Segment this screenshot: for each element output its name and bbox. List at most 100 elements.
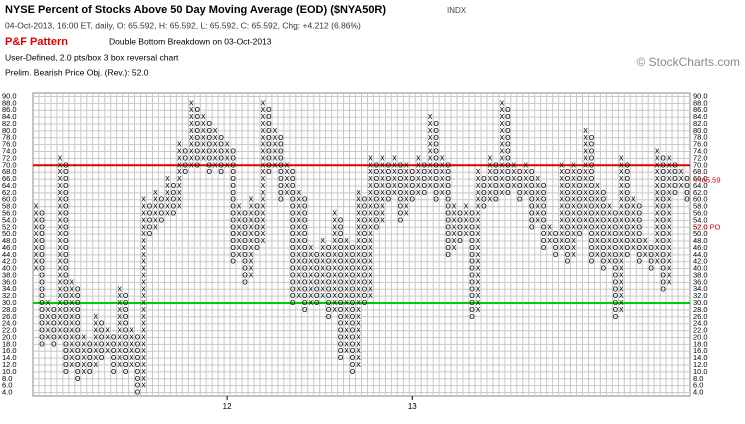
x-box: X <box>284 161 289 169</box>
x-box: X <box>57 175 62 183</box>
x-box: X <box>511 161 516 169</box>
x-box: X <box>476 203 481 211</box>
x-box: X <box>488 161 493 169</box>
o-box: O <box>529 196 535 204</box>
o-box: O <box>577 168 583 176</box>
x-box: X <box>320 292 325 300</box>
o-box: O <box>63 244 69 252</box>
x-box: X <box>69 320 74 328</box>
y-tick-label: 56.0 <box>2 208 17 217</box>
o-box: O <box>75 299 81 307</box>
o-box: O <box>39 313 45 321</box>
price-annotation: 52.0 PO <box>693 222 721 231</box>
x-box: X <box>583 196 588 204</box>
x-box: X <box>464 203 469 211</box>
x-box: X <box>667 189 672 197</box>
x-box: X <box>105 347 110 355</box>
o-box: O <box>553 244 559 252</box>
o-box: O <box>111 340 117 348</box>
x-box: X <box>344 237 349 245</box>
o-box: O <box>194 113 200 121</box>
x-box: X <box>476 285 481 293</box>
o-box: O <box>469 216 475 224</box>
x-box: X <box>535 189 540 197</box>
o-box: O <box>505 189 511 197</box>
x-box: X <box>296 189 301 197</box>
o-box: O <box>290 271 296 279</box>
o-box: O <box>493 175 499 183</box>
pf-column: XXX <box>679 168 684 190</box>
x-box: X <box>249 244 254 252</box>
x-box: X <box>249 251 254 259</box>
x-box: X <box>320 258 325 266</box>
x-box: X <box>476 196 481 204</box>
o-box: O <box>123 320 129 328</box>
o-box: O <box>362 244 368 252</box>
o-box: O <box>63 299 69 307</box>
x-box: X <box>296 244 301 252</box>
o-box: O <box>613 223 619 231</box>
y-tick-label-right: 66.0 <box>693 174 708 183</box>
o-box: O <box>254 216 260 224</box>
o-box: O <box>63 278 69 286</box>
o-box: O <box>51 327 57 335</box>
o-box: O <box>51 306 57 314</box>
o-box: O <box>194 106 200 114</box>
o-box: O <box>529 182 535 190</box>
x-box: X <box>141 347 146 355</box>
y-tick-label-right: 58.0 <box>693 202 708 211</box>
y-tick-label-right: 42.0 <box>693 257 708 266</box>
x-box: X <box>511 175 516 183</box>
x-box: X <box>261 203 266 211</box>
x-box: X <box>261 182 266 190</box>
x-box: X <box>499 154 504 162</box>
x-box: X <box>34 223 39 231</box>
y-tick-label: 66.0 <box>2 174 17 183</box>
o-box: O <box>159 203 165 211</box>
o-box: O <box>445 251 451 259</box>
o-box: O <box>314 271 320 279</box>
x-box: X <box>356 210 361 218</box>
o-box: O <box>75 361 81 369</box>
x-box: X <box>237 230 242 238</box>
x-box: X <box>332 271 337 279</box>
x-box: X <box>583 148 588 156</box>
o-box: O <box>469 292 475 300</box>
x-box: X <box>249 203 254 211</box>
o-box: O <box>230 216 236 224</box>
o-box: O <box>421 182 427 190</box>
x-box: X <box>595 237 600 245</box>
o-box: O <box>63 210 69 218</box>
x-box: X <box>559 182 564 190</box>
x-box: X <box>117 327 122 335</box>
x-box: X <box>380 168 385 176</box>
x-box: X <box>356 340 361 348</box>
o-box: O <box>111 368 117 376</box>
x-box: X <box>117 299 122 307</box>
o-box: O <box>350 354 356 362</box>
y-tick-label-right: 32.0 <box>693 291 708 300</box>
o-box: O <box>290 285 296 293</box>
x-box: X <box>201 141 206 149</box>
o-box: O <box>326 265 332 273</box>
x-box: X <box>595 203 600 211</box>
o-box: O <box>266 141 272 149</box>
x-box: X <box>189 127 194 135</box>
x-box: X <box>296 237 301 245</box>
o-box: O <box>493 182 499 190</box>
o-box: O <box>386 175 392 183</box>
o-box: O <box>589 168 595 176</box>
o-box: O <box>63 306 69 314</box>
x-box: X <box>189 141 194 149</box>
o-box: O <box>517 175 523 183</box>
o-box: O <box>613 258 619 266</box>
y-tick-label-right: 40.0 <box>693 264 708 273</box>
x-box: X <box>93 327 98 335</box>
o-box: O <box>660 251 666 259</box>
x-box: X <box>452 223 457 231</box>
o-box: O <box>398 196 404 204</box>
x-box: X <box>308 278 313 286</box>
